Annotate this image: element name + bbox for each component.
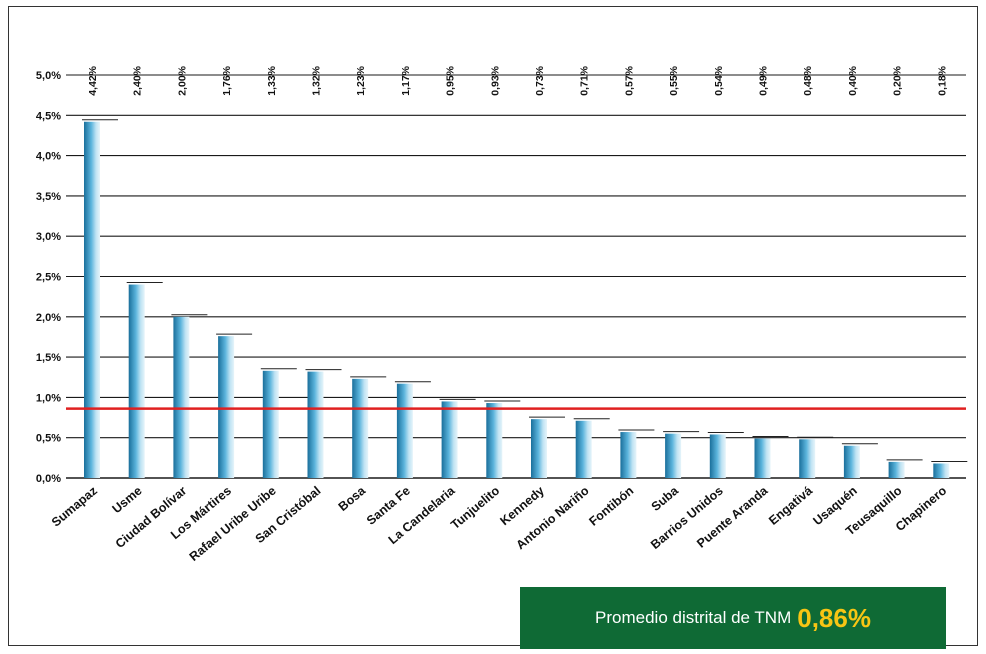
y-tick-label: 2,0% — [36, 312, 61, 324]
bar — [262, 370, 279, 478]
average-label: Promedio distrital de TNM — [595, 608, 792, 627]
bar — [888, 461, 905, 478]
y-tick-label: 0,0% — [36, 473, 61, 485]
data-label: 1,33% — [266, 65, 278, 95]
y-tick-label: 1,0% — [36, 392, 61, 404]
bar — [620, 432, 637, 478]
bar — [352, 378, 369, 478]
data-label: 0,93% — [489, 65, 501, 95]
gridlines — [66, 74, 966, 479]
bar — [665, 433, 682, 478]
data-label: 0,73% — [534, 65, 546, 95]
data-label: 1,76% — [221, 65, 233, 95]
category-label: Engativá — [766, 484, 815, 528]
data-labels: 4,42% 2,40% 2,00% 1,76% 1,33% 1,32% 1,23% 1,17%… — [87, 65, 948, 95]
bar — [84, 121, 100, 479]
data-label: 1,17% — [400, 65, 412, 95]
bar — [709, 434, 726, 478]
y-tick-label: 4,5% — [36, 110, 61, 122]
y-tick-label: 0,5% — [36, 433, 61, 445]
data-label: 4,42% — [87, 65, 99, 95]
bar — [933, 463, 950, 478]
data-label: 0,48% — [802, 65, 814, 95]
y-axis-ticks: 0,0% 0,5% 1,0% 1,5% 2,0% 2,5% 3,0% 3,5% 4,0% 4,5%… — [36, 70, 61, 485]
bar — [486, 403, 503, 478]
y-tick-label: 5,0% — [36, 70, 61, 82]
data-label: 0,57% — [623, 65, 635, 95]
category-label: Tunjuelito — [448, 483, 502, 532]
bar — [307, 371, 324, 478]
data-label: 0,40% — [847, 65, 859, 95]
category-label: Sumapaz — [49, 484, 100, 530]
bars — [82, 119, 968, 479]
data-label: 0,55% — [668, 65, 680, 95]
bar — [396, 383, 413, 478]
bar — [218, 336, 235, 478]
bar — [575, 420, 592, 478]
data-label: 1,32% — [311, 65, 323, 95]
bar — [128, 284, 145, 478]
bar — [754, 438, 771, 478]
data-label: 0,71% — [579, 65, 591, 95]
category-label: Suba — [649, 483, 682, 514]
average-value: 0,86% — [797, 602, 871, 633]
y-tick-label: 1,5% — [36, 352, 61, 364]
bar — [799, 439, 816, 478]
category-label: Rafael Uribe Uribe — [187, 484, 279, 564]
data-label: 0,54% — [713, 65, 725, 95]
data-label: 0,18% — [936, 65, 948, 95]
chart-frame — [8, 6, 978, 646]
category-label: Usme — [110, 484, 145, 517]
data-label: 0,95% — [445, 65, 457, 95]
data-label: 1,23% — [355, 65, 367, 95]
y-tick-label: 3,5% — [36, 191, 61, 203]
data-label: 0,20% — [892, 65, 904, 95]
average-callout: Promedio distrital de TNM 0,86% — [520, 587, 946, 649]
bar — [173, 316, 190, 478]
bar — [531, 419, 547, 478]
data-label: 0,49% — [758, 65, 770, 95]
y-tick-label: 4,0% — [36, 151, 61, 163]
data-label: 2,40% — [132, 65, 144, 95]
y-tick-label: 2,5% — [36, 272, 61, 284]
bar — [441, 401, 458, 478]
y-tick-label: 3,0% — [36, 231, 61, 243]
data-label: 2,00% — [176, 65, 188, 95]
category-label: Bosa — [336, 483, 369, 514]
bar — [843, 445, 860, 478]
category-label: Fontibón — [586, 484, 636, 529]
